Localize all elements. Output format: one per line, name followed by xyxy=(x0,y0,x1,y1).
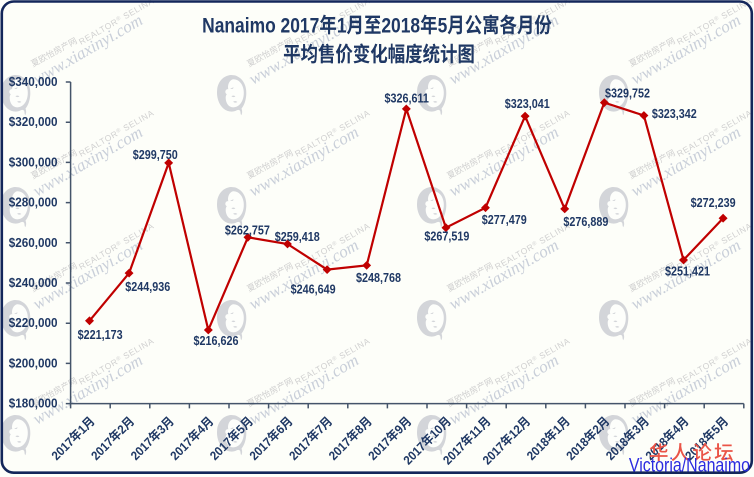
svg-text:$221,173: $221,173 xyxy=(78,327,123,342)
svg-text:$240,000: $240,000 xyxy=(9,275,58,290)
svg-text:Nanaimo 2017: Nanaimo 2017 xyxy=(202,15,319,38)
svg-text:$180,000: $180,000 xyxy=(9,396,58,411)
svg-text:$267,519: $267,519 xyxy=(424,229,469,244)
svg-text:$300,000: $300,000 xyxy=(9,155,58,170)
svg-text:5: 5 xyxy=(438,15,448,38)
svg-text:$323,342: $323,342 xyxy=(652,106,697,121)
svg-text:$244,936: $244,936 xyxy=(125,279,170,294)
svg-text:$220,000: $220,000 xyxy=(9,316,58,331)
svg-text:$251,421: $251,421 xyxy=(665,263,710,278)
svg-text:$248,768: $248,768 xyxy=(356,270,401,285)
svg-text:$340,000: $340,000 xyxy=(9,74,58,89)
svg-text:1: 1 xyxy=(337,15,347,38)
svg-text:$259,418: $259,418 xyxy=(275,229,320,244)
svg-text:$260,000: $260,000 xyxy=(9,235,58,250)
svg-text:$323,041: $323,041 xyxy=(505,96,550,111)
svg-text:Victoria/Nanaimo: Victoria/Nanaimo xyxy=(629,454,750,476)
svg-text:$262,757: $262,757 xyxy=(225,223,270,238)
svg-text:$280,000: $280,000 xyxy=(9,195,58,210)
svg-text:$326,611: $326,611 xyxy=(385,91,430,106)
svg-text:$272,239: $272,239 xyxy=(691,195,736,210)
svg-text:$246,649: $246,649 xyxy=(291,282,336,297)
svg-text:$277,479: $277,479 xyxy=(482,212,527,227)
svg-text:$329,752: $329,752 xyxy=(605,86,650,101)
svg-text:$299,750: $299,750 xyxy=(133,147,178,162)
svg-text:$276,889: $276,889 xyxy=(563,214,608,229)
svg-text:$200,000: $200,000 xyxy=(9,356,58,371)
svg-text:$216,626: $216,626 xyxy=(194,333,239,348)
svg-text:$320,000: $320,000 xyxy=(9,115,58,130)
svg-text:2018: 2018 xyxy=(381,15,420,38)
